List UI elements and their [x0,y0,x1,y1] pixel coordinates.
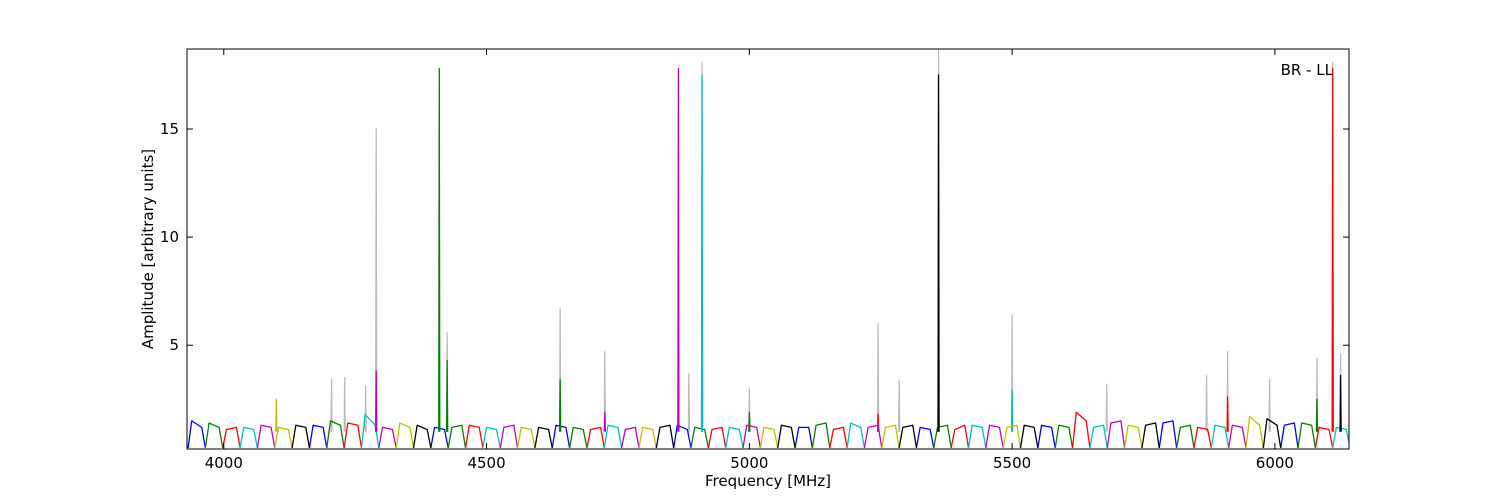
y-tick-label: 15 [160,120,179,138]
annotation: BR - LL [1281,61,1334,79]
x-tick-label: 4000 [205,454,243,472]
x-tick-label: 6000 [1256,454,1294,472]
y-tick-label: 5 [169,336,179,354]
x-tick-label: 5500 [993,454,1031,472]
y-axis-label: Amplitude [arbitrary units] [139,149,157,349]
spectrum-line [204,67,1319,449]
spectrum-line [239,74,1349,449]
x-tick-label: 4500 [467,454,505,472]
spectrum-line [291,74,1342,449]
spectrum-line [330,49,1342,432]
x-axis-label: Frequency [MHz] [705,472,831,490]
plot-frame [186,48,1350,450]
spectrum-line [274,398,1264,449]
spectrum-line [256,67,1247,449]
y-tick-label: 10 [160,228,179,246]
x-tick-label: 5000 [730,454,768,472]
spectrum-line [222,67,1334,449]
plot-lines [187,49,1349,449]
